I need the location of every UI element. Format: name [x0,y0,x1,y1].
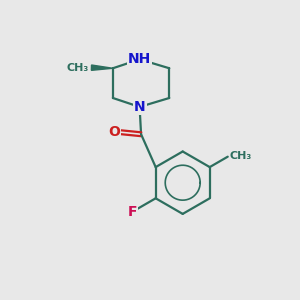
Text: O: O [108,125,120,139]
Text: CH₃: CH₃ [229,151,251,161]
Text: F: F [128,205,137,219]
Text: NH: NH [128,52,151,66]
Polygon shape [92,65,113,70]
Text: CH₃: CH₃ [66,63,88,73]
Text: N: N [134,100,146,114]
